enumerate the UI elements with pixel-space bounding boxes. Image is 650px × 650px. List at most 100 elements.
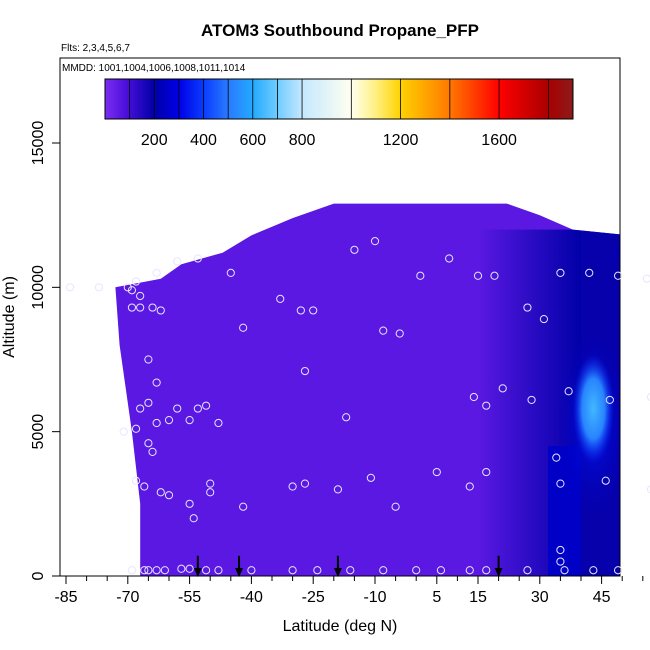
colorbar-cell — [241, 79, 244, 119]
colorbar-cell — [483, 79, 486, 119]
sample-point — [613, 566, 623, 575]
colorbar-cell — [505, 79, 508, 119]
colorbar-cell — [317, 79, 320, 119]
colorbar-cell — [209, 79, 212, 119]
colorbar-cell — [385, 79, 388, 119]
colorbar-cell — [141, 79, 144, 119]
sample-point — [214, 566, 223, 575]
sample-point — [564, 387, 573, 396]
colorbar-cell — [307, 79, 310, 119]
colorbar-cell — [345, 79, 348, 119]
colorbar-cell — [533, 79, 536, 119]
colorbar-cell — [411, 79, 414, 119]
colorbar-cell — [201, 79, 204, 119]
colorbar-cell — [519, 79, 522, 119]
sample-point — [465, 566, 474, 575]
sample-point — [140, 482, 149, 491]
colorbar-cell — [417, 79, 420, 119]
sample-point — [140, 566, 149, 575]
colorbar-cell — [207, 79, 210, 119]
colorbar-cell — [269, 79, 272, 119]
colorbar-cell — [535, 79, 538, 119]
colorbar-cell — [253, 79, 256, 119]
y-tick-label: 10000 — [30, 265, 47, 310]
colorbar-cell — [517, 79, 520, 119]
colorbar-cell — [315, 79, 318, 119]
sample-point — [239, 502, 248, 511]
colorbar-cell — [551, 79, 554, 119]
sample-point — [473, 271, 483, 280]
sample-point — [585, 268, 594, 277]
sample-point — [131, 277, 141, 286]
x-tick-label: -85 — [54, 589, 77, 606]
colorbar-cell — [433, 79, 436, 119]
sample-point — [131, 476, 141, 485]
colorbar-cell — [117, 79, 120, 119]
x-tick-label: -10 — [363, 589, 386, 606]
sample-point — [148, 447, 157, 456]
colorbar-cell — [211, 79, 214, 119]
colorbar-cell — [465, 79, 468, 119]
colorbar-cell — [463, 79, 466, 119]
colorbar-cell — [155, 79, 158, 119]
colorbar-cell — [205, 79, 208, 119]
colorbar-cell — [539, 79, 542, 119]
sample-point — [206, 488, 215, 497]
sample-point — [214, 418, 223, 428]
colorbar-cell — [529, 79, 532, 119]
sample-point — [313, 566, 322, 575]
colorbar-cell — [313, 79, 316, 119]
sample-point — [412, 566, 421, 575]
colorbar-cell — [357, 79, 360, 119]
colorbar-cell — [461, 79, 464, 119]
sample-point — [342, 413, 351, 422]
sample-point — [646, 485, 650, 494]
colorbar-cell — [381, 79, 384, 119]
colorbar-cell — [365, 79, 368, 119]
colorbar-cell — [285, 79, 288, 119]
colorbar-cell — [257, 79, 260, 119]
colorbar-cell — [105, 79, 108, 119]
sample-point — [370, 237, 380, 246]
colorbar-cell — [495, 79, 498, 119]
sample-point — [482, 401, 491, 410]
colorbar-cell — [369, 79, 372, 119]
colorbar-cell — [173, 79, 176, 119]
sample-point — [288, 482, 297, 491]
colorbar-cell — [223, 79, 226, 119]
colorbar-cell — [545, 79, 548, 119]
colorbar-cell — [415, 79, 418, 119]
colorbar-cell — [491, 79, 494, 119]
colorbar-cell — [549, 79, 552, 119]
colorbar-cell — [419, 79, 422, 119]
colorbar-cell — [145, 79, 148, 119]
colorbar-cell — [291, 79, 294, 119]
colorbar-cell — [335, 79, 338, 119]
flight-arrow — [494, 555, 503, 577]
colorbar-cell — [165, 79, 168, 119]
colorbar-cell — [137, 79, 140, 119]
colorbar-cell — [347, 79, 350, 119]
colorbar-cell — [337, 79, 340, 119]
colorbar-cell — [391, 79, 394, 119]
sample-point — [366, 473, 375, 482]
sample-point — [296, 306, 305, 315]
colorbar-cell — [467, 79, 470, 119]
colorbar-cell — [363, 79, 366, 119]
colorbar-tick-label: 600 — [239, 132, 266, 149]
colorbar-frame — [104, 78, 574, 120]
colorbar-cell — [139, 79, 142, 119]
colorbar-cell — [373, 79, 376, 119]
flights-note: Flts: 2,3,4,5,6,7 — [61, 43, 130, 54]
sample-point — [206, 479, 215, 488]
colorbar-cell — [525, 79, 528, 119]
sample-point — [144, 566, 153, 575]
sample-point — [432, 467, 441, 477]
sample-point — [523, 566, 532, 575]
colorbar-cell — [171, 79, 174, 119]
colorbar-cell — [325, 79, 328, 119]
colorbar-cell — [569, 79, 572, 119]
sample-point — [94, 283, 104, 292]
sample-point — [646, 393, 650, 401]
flight-arrow-head — [494, 568, 503, 577]
